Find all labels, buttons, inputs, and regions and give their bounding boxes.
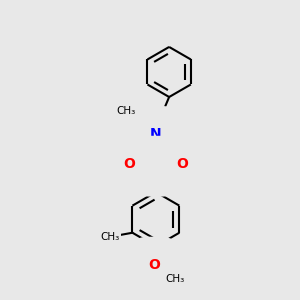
Text: CH₃: CH₃ <box>165 274 185 284</box>
Text: S: S <box>150 159 161 174</box>
Text: N: N <box>150 127 162 141</box>
Text: CH₃: CH₃ <box>101 232 120 242</box>
Text: O: O <box>176 157 188 171</box>
Text: CH₃: CH₃ <box>117 106 136 116</box>
Text: O: O <box>124 157 135 171</box>
Text: O: O <box>148 257 160 272</box>
